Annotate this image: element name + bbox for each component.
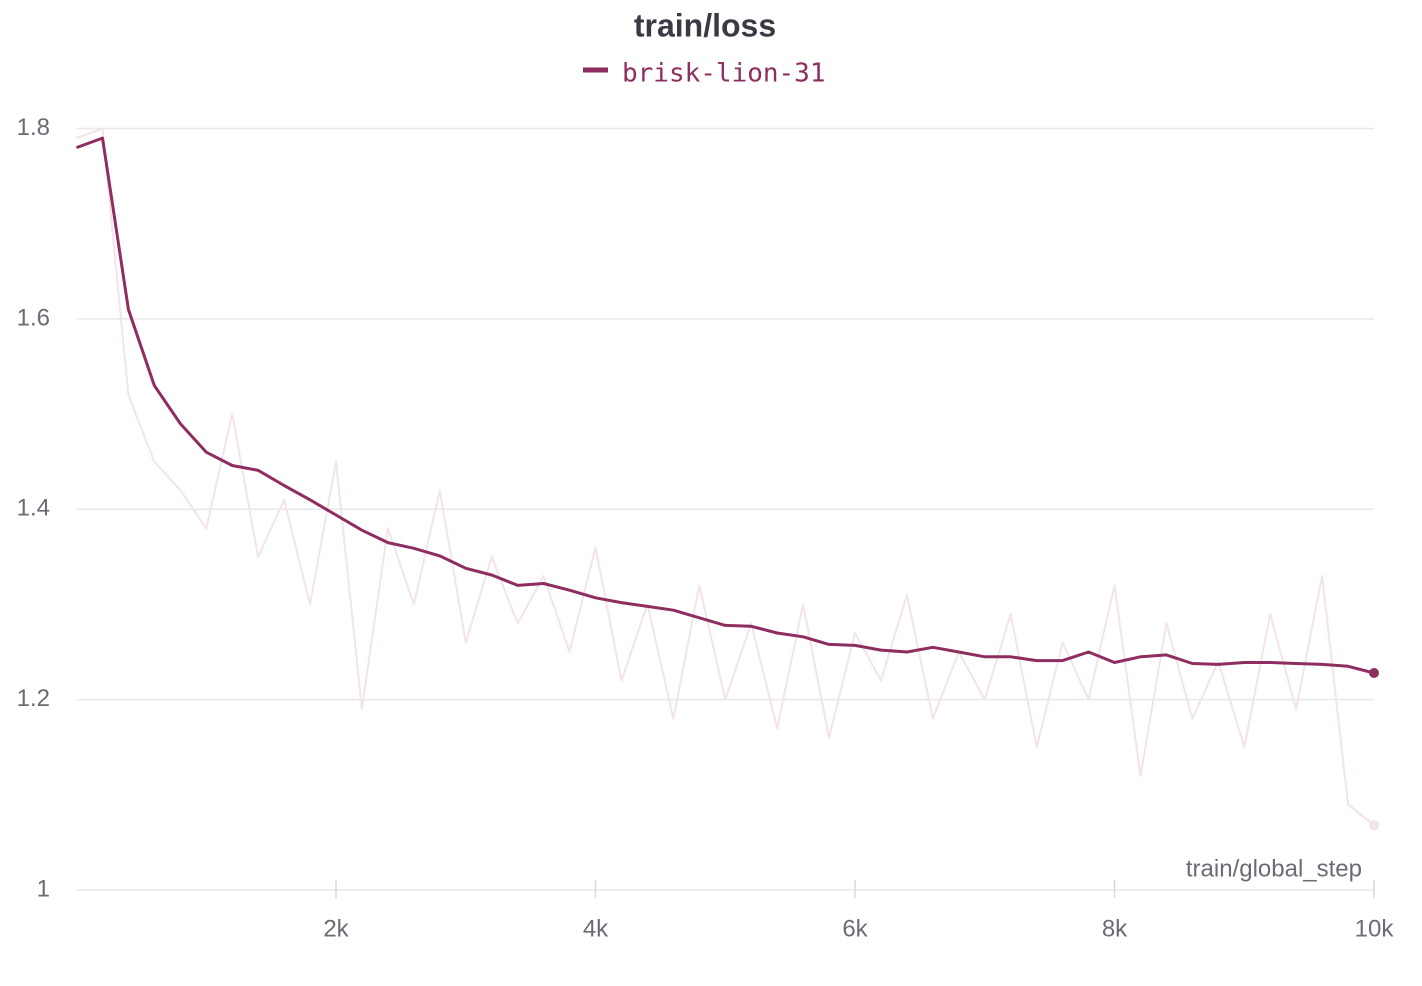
y-tick-label: 1.8 — [17, 114, 50, 141]
chart-title: train/loss — [634, 7, 776, 43]
y-tick-label: 1 — [37, 875, 50, 902]
x-tick-label: 8k — [1102, 915, 1128, 942]
x-tick-label: 10k — [1355, 915, 1395, 942]
y-tick-label: 1.6 — [17, 304, 50, 331]
end-point — [1369, 667, 1379, 678]
y-tick-label: 1.2 — [17, 685, 50, 712]
y-tick-label: 1.4 — [17, 495, 50, 522]
x-tick-label: 4k — [583, 915, 609, 942]
legend-label: brisk-lion-31 — [622, 59, 826, 89]
x-tick-label: 6k — [842, 915, 868, 942]
smoothed-line — [75, 136, 1375, 675]
x-axis-label: train/global_step — [1186, 855, 1362, 882]
end-point — [1369, 820, 1379, 831]
x-tick-label: 2k — [323, 915, 349, 942]
raw-line — [76, 127, 1375, 827]
